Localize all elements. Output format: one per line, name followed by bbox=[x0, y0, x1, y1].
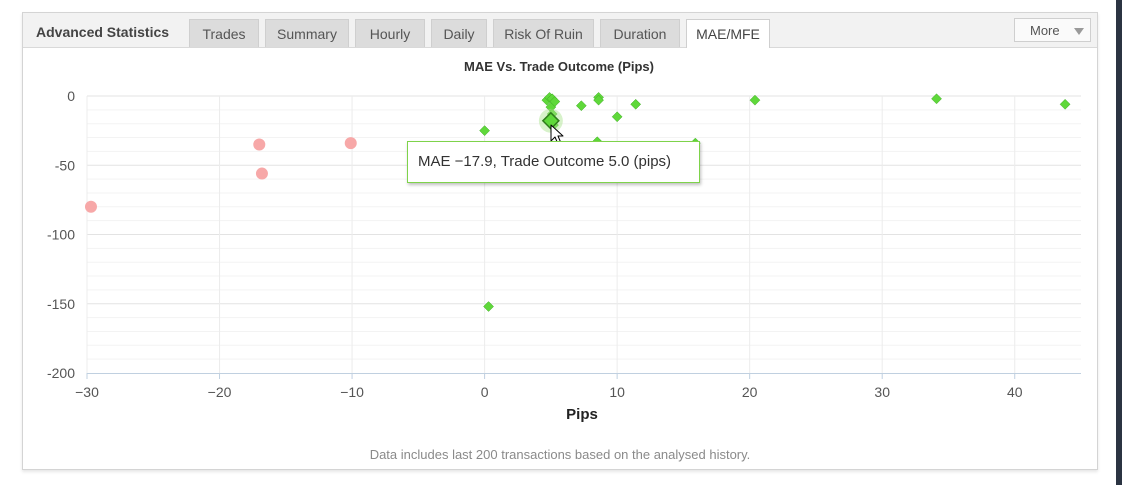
loss-trade-point bbox=[84, 200, 97, 213]
y-tick-label: 0 bbox=[67, 88, 75, 104]
y-tick-label: -100 bbox=[47, 227, 75, 243]
x-axis-title: Pips bbox=[566, 406, 598, 423]
footer-note: Data includes last 200 transactions base… bbox=[369, 447, 751, 462]
win-trade-point bbox=[575, 100, 587, 112]
win-trade-point bbox=[549, 96, 561, 107]
caret-down-icon bbox=[1074, 28, 1084, 35]
win-trade-point bbox=[479, 125, 490, 136]
window-edge bbox=[1116, 0, 1122, 485]
y-tick-label: -50 bbox=[55, 157, 75, 173]
highlight-layer bbox=[538, 108, 563, 133]
loss-trade-point bbox=[255, 167, 268, 180]
tab-hourly[interactable]: Hourly bbox=[355, 19, 425, 47]
tab-daily[interactable]: Daily bbox=[431, 19, 487, 47]
win-trade-point bbox=[483, 301, 494, 312]
tab-summary[interactable]: Summary bbox=[265, 19, 349, 47]
tab-mae-mfe[interactable]: MAE/MFE bbox=[686, 19, 770, 48]
chart-title: MAE Vs. Trade Outcome (Pips) bbox=[464, 59, 654, 74]
y-tick-label: -200 bbox=[47, 365, 75, 381]
y-tick-label: -150 bbox=[47, 296, 75, 312]
x-tick-label: 10 bbox=[609, 384, 625, 400]
win-trade-point bbox=[611, 111, 623, 123]
chart-tooltip: MAE −17.9, Trade Outcome 5.0 (pips) bbox=[407, 141, 700, 183]
x-tick-label: −10 bbox=[340, 384, 364, 400]
tab-duration[interactable]: Duration bbox=[600, 19, 680, 47]
x-tick-label: 30 bbox=[874, 384, 890, 400]
tab-risk-of-ruin[interactable]: Risk Of Ruin bbox=[493, 19, 594, 47]
axis-layer: −30 −20 −10 0 10 20 30 40 0 -50 -100 -150 -200 bbox=[47, 88, 1081, 400]
grid-layer bbox=[86, 95, 1081, 373]
loss-trade-point bbox=[344, 137, 357, 150]
x-tick-label: −20 bbox=[208, 384, 232, 400]
points-layer bbox=[84, 92, 1071, 312]
more-button[interactable]: More bbox=[1014, 18, 1091, 42]
loss-trade-point bbox=[253, 138, 266, 151]
win-trade-point bbox=[749, 94, 761, 106]
win-trade-point bbox=[1059, 98, 1071, 110]
x-tick-label: 40 bbox=[1007, 384, 1023, 400]
x-tick-label: 20 bbox=[742, 384, 758, 400]
tab-trades[interactable]: Trades bbox=[189, 19, 259, 47]
x-tick-label: 0 bbox=[481, 384, 489, 400]
mae-scatter-chart: MAE Vs. Trade Outcome (Pips) −30 −20 −10 0 1… bbox=[47, 59, 1081, 423]
panel-title: Advanced Statistics bbox=[36, 24, 170, 40]
advanced-statistics-panel: Advanced Statistics Trades Summary Hourl… bbox=[22, 12, 1098, 470]
x-tick-label: −30 bbox=[75, 384, 99, 400]
win-trade-point bbox=[630, 98, 642, 110]
panel-header: Advanced Statistics Trades Summary Hourl… bbox=[23, 13, 1097, 48]
win-trade-point bbox=[931, 93, 942, 105]
win-trade-point bbox=[593, 94, 604, 106]
more-button-label: More bbox=[1030, 23, 1060, 38]
